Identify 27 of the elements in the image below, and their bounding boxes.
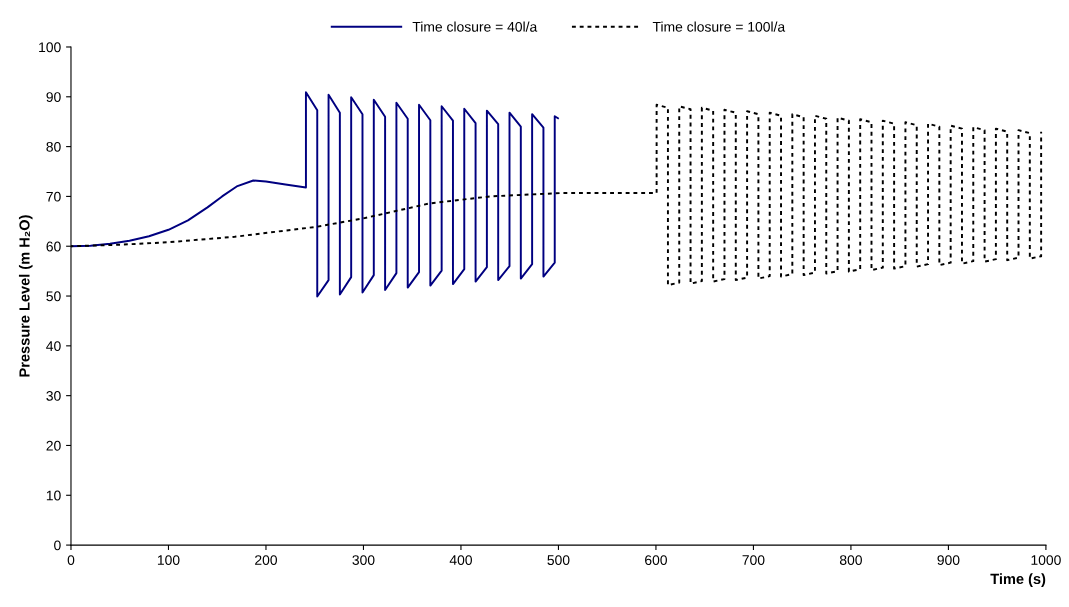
y-tick-label: 70 [46, 191, 61, 202]
y-tick-label: 60 [46, 241, 61, 252]
x-tick-label: 400 [449, 555, 472, 566]
x-tick-label: 0 [67, 555, 75, 566]
x-tick-label: 700 [742, 555, 765, 566]
line-series [70, 91, 559, 298]
legend-label: Time closure = 100l/a [652, 21, 786, 32]
x-tick-label: 500 [547, 555, 570, 566]
y-tick-label: 20 [46, 440, 61, 451]
y-tick-label: 0 [54, 540, 61, 551]
x-tick-label: 600 [645, 555, 667, 566]
x-tick-label: 200 [255, 555, 278, 566]
x-axis-title: Time (s) [990, 573, 1046, 587]
y-axis-title: Pressure Level (m H₂O) [18, 215, 33, 377]
y-tick-label: 50 [46, 291, 61, 302]
y-tick-label: 90 [46, 92, 61, 102]
y-tick-label: 80 [46, 141, 61, 152]
y-tick-label: 40 [46, 341, 61, 352]
x-tick-label: 800 [839, 555, 862, 566]
y-tick-label: 100 [39, 42, 61, 53]
x-tick-label: 300 [352, 555, 375, 566]
y-tick-label: 10 [46, 490, 61, 501]
legend-label: Time closure = 40l/a [412, 21, 538, 32]
x-tick-label: 900 [937, 555, 960, 566]
x-tick-label: 1000 [1031, 555, 1061, 566]
y-tick-label: 30 [46, 390, 61, 401]
x-tick-label: 100 [157, 555, 180, 566]
